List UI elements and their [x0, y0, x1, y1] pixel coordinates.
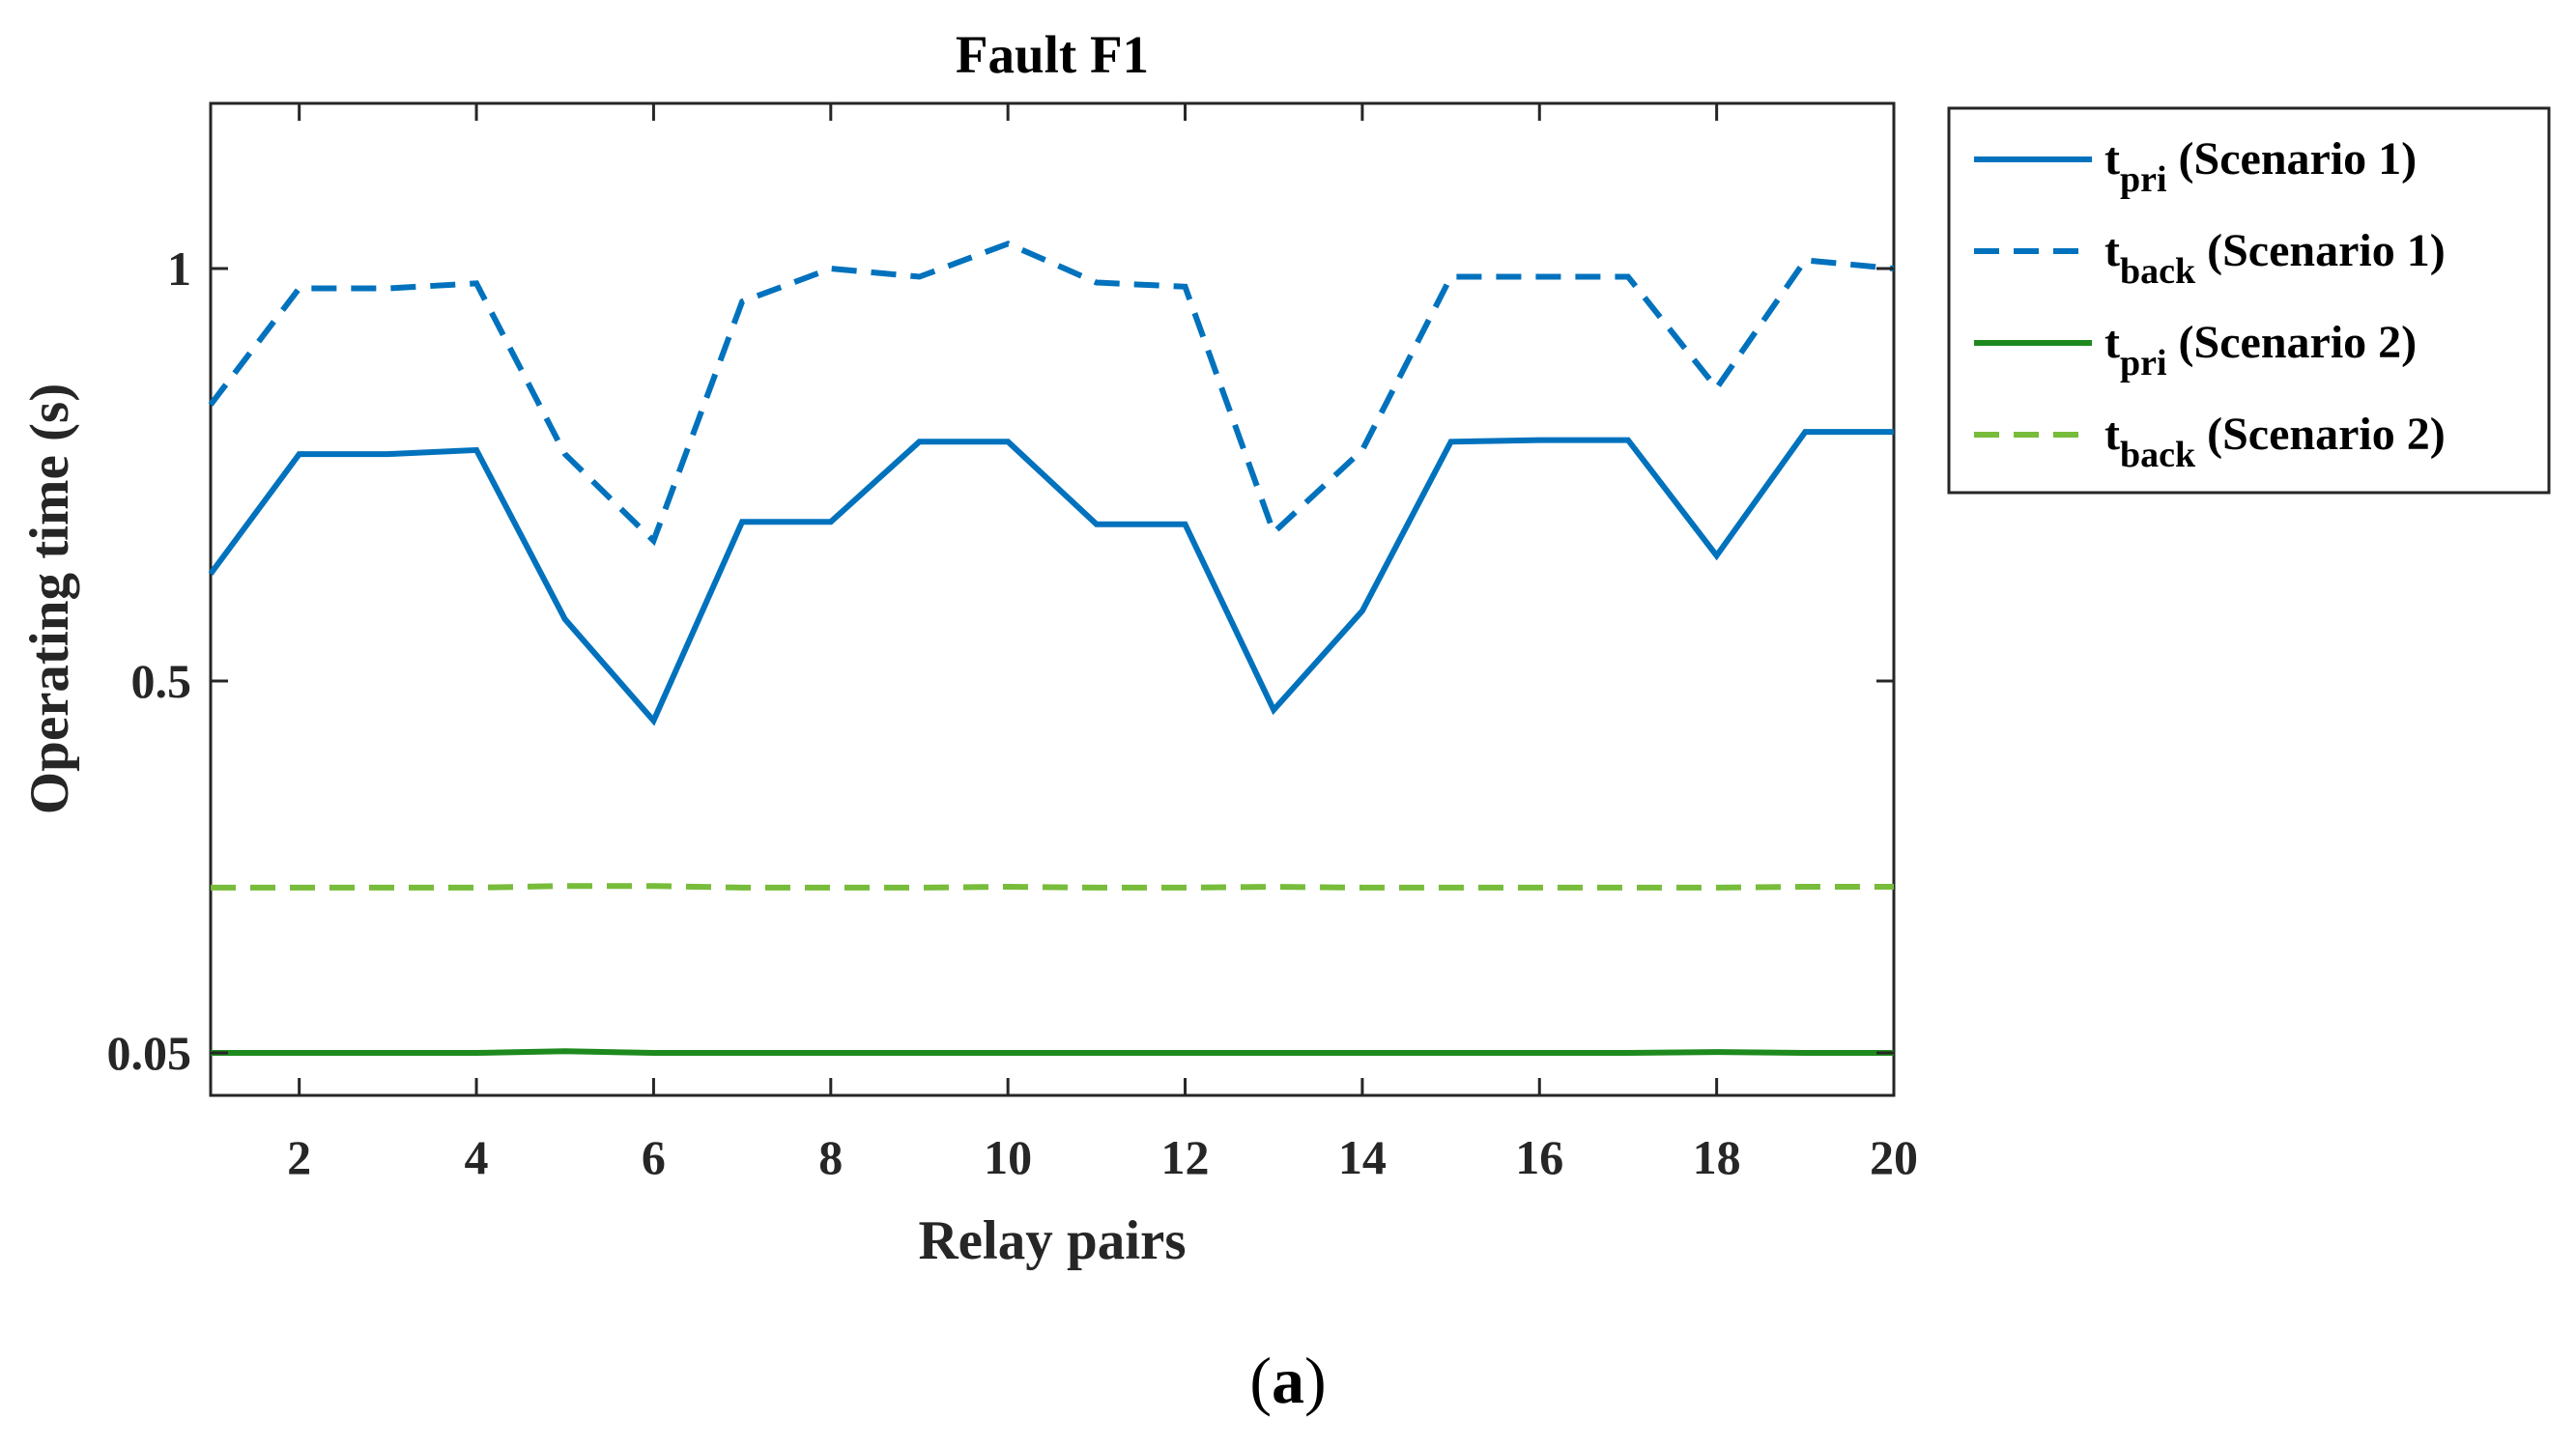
legend-label-sub-2: back [2120, 251, 2196, 292]
caption-open: ( [1249, 1344, 1272, 1417]
legend-label-main-4: t [2104, 409, 2120, 460]
x-tick-label-12: 12 [1161, 1130, 1210, 1184]
legend-label-rest-2: (Scenario 1) [2195, 225, 2446, 276]
x-tick-label-2: 2 [287, 1130, 311, 1184]
x-tick-label-14: 14 [1338, 1130, 1387, 1184]
y-axis-label: Operating time (s) [19, 383, 80, 814]
legend-label-sub-4: back [2120, 435, 2196, 475]
legend-label-main-1: t [2104, 133, 2120, 184]
x-tick-label-10: 10 [984, 1130, 1032, 1184]
x-tick-label-4: 4 [465, 1130, 489, 1184]
legend-label-2: tback (Scenario 1) [2104, 225, 2446, 292]
legend-label-sub-3: pri [2120, 343, 2167, 383]
legend-label-sub-1: pri [2120, 159, 2167, 200]
legend-label-3: tpri (Scenario 2) [2104, 317, 2417, 383]
x-tick-label-6: 6 [642, 1130, 666, 1184]
legend-label-main-2: t [2104, 225, 2120, 276]
caption-close: ) [1304, 1344, 1327, 1417]
figure-caption: (a) [1249, 1344, 1326, 1417]
series-line-3 [211, 1048, 1894, 1056]
x-axis-label: Relay pairs [918, 1210, 1186, 1271]
x-tick-label-16: 16 [1515, 1130, 1563, 1184]
y-tick-label-0.5: 0.5 [131, 654, 192, 708]
legend-label-rest-3: (Scenario 2) [2167, 317, 2418, 368]
caption-letter: a [1272, 1344, 1304, 1417]
legend-label-rest-4: (Scenario 2) [2195, 409, 2446, 460]
x-tick-label-20: 20 [1870, 1130, 1918, 1184]
plot-area: 2 4 6 8 10 12 14 16 18 20 0.05 0.5 1 [107, 101, 1918, 1184]
chart-title: Fault F1 [956, 25, 1149, 84]
y-tick-label-0.05: 0.05 [107, 1026, 192, 1080]
axes-box [209, 101, 1896, 1097]
ticks-layer: 2 4 6 8 10 12 14 16 18 20 0.05 0.5 1 [107, 103, 1918, 1184]
x-tick-label-18: 18 [1693, 1130, 1741, 1184]
y-tick-label-1: 1 [167, 241, 191, 296]
legend-label-main-3: t [2104, 317, 2120, 368]
x-tick-label-8: 8 [818, 1130, 843, 1184]
legend-label-rest-1: (Scenario 1) [2167, 133, 2418, 184]
series-layer [208, 241, 1895, 1056]
legend: tpri (Scenario 1)tback (Scenario 1)tpri … [1947, 106, 2551, 495]
legend-entries: tpri (Scenario 1)tback (Scenario 1)tpri … [1974, 133, 2446, 475]
series-line-4 [211, 883, 1894, 891]
legend-box [1947, 106, 2551, 495]
legend-label-1: tpri (Scenario 1) [2104, 133, 2417, 200]
legend-label-4: tback (Scenario 2) [2104, 409, 2446, 475]
series-line-1 [208, 429, 1894, 726]
